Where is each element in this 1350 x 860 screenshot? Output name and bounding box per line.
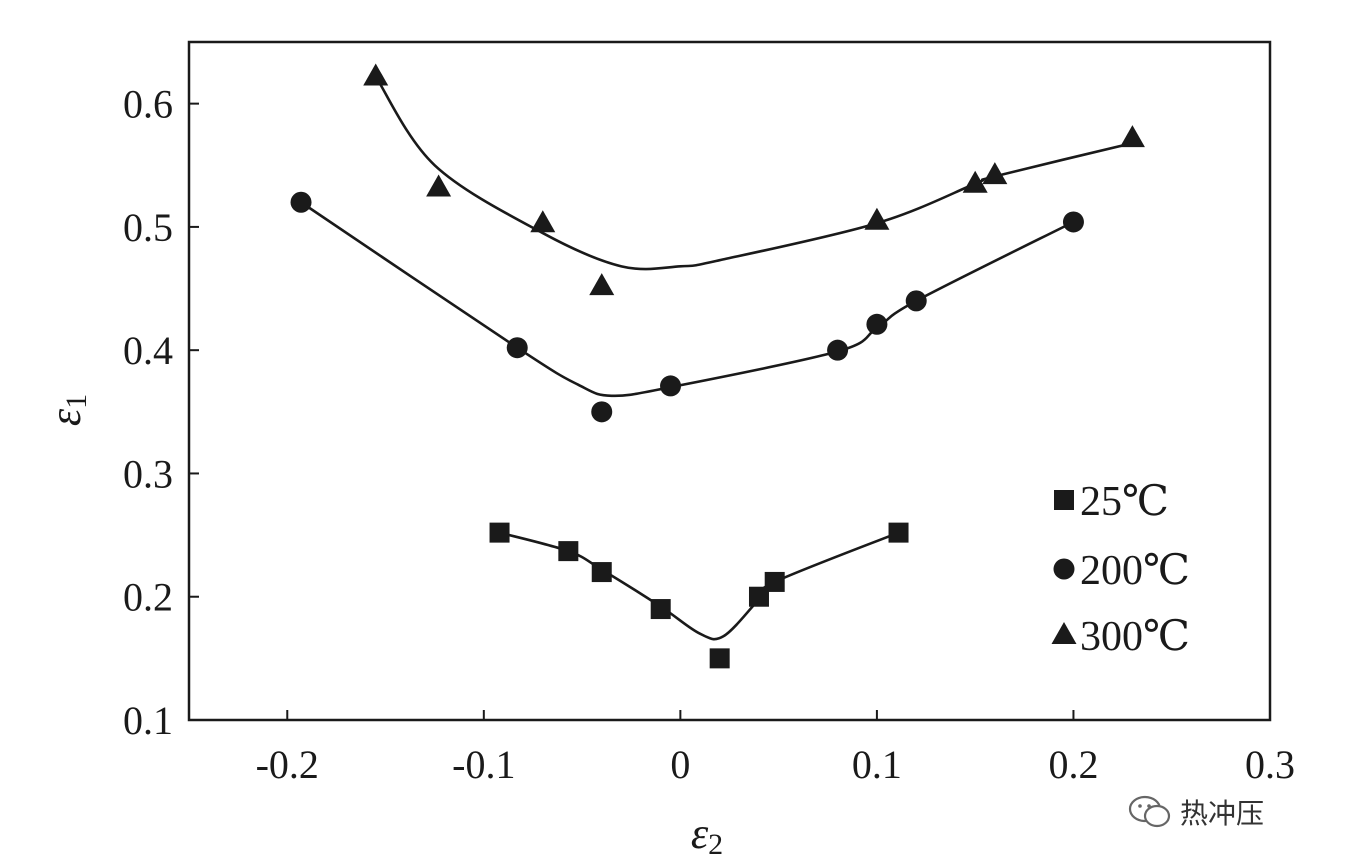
data-point-series-1	[748, 586, 769, 607]
y-tick-label: 0.5	[123, 205, 173, 250]
data-point-series-3	[363, 63, 389, 86]
data-point-series-2	[866, 313, 888, 335]
x-tick-label: 0.2	[1048, 742, 1098, 787]
data-point-series-3	[864, 207, 890, 230]
data-markers	[290, 63, 1145, 669]
y-tick-label: 0.2	[123, 575, 173, 620]
data-point-series-3	[426, 174, 452, 197]
y-tick-label: 0.4	[123, 328, 173, 373]
data-point-series-1	[709, 648, 730, 669]
data-point-series-1	[888, 522, 909, 543]
legend: 25℃ 200℃ 300℃	[1051, 479, 1190, 660]
fit-line-series-3	[374, 75, 1133, 271]
x-ticks: -0.2 -0.1 0 0.1 0.2 0.3	[256, 710, 1295, 787]
plot-frame	[187, 40, 1272, 722]
data-point-series-3	[962, 170, 988, 193]
data-point-series-3	[1119, 125, 1145, 148]
data-point-series-3	[589, 273, 615, 296]
data-point-series-2	[290, 191, 312, 213]
watermark: 热冲压	[1128, 792, 1264, 832]
x-axis-title: ε2	[691, 809, 723, 860]
legend-label-series-3: 300℃	[1080, 614, 1190, 660]
y-ticks: 0.1 0.2 0.3 0.4 0.5 0.6	[123, 82, 199, 743]
legend-marker-series-3	[1051, 622, 1077, 644]
data-point-series-1	[591, 562, 612, 583]
y-axis-title: ε1	[41, 394, 93, 426]
x-tick-label: 0.3	[1245, 742, 1295, 787]
x-tick-label: 0.1	[852, 742, 902, 787]
x-tick-label: -0.2	[256, 742, 319, 787]
legend-marker-series-1	[1054, 490, 1074, 510]
data-point-series-1	[558, 541, 579, 562]
data-point-series-3	[982, 162, 1008, 185]
legend-label-series-2: 200℃	[1080, 548, 1190, 594]
data-point-series-1	[764, 571, 785, 592]
data-point-series-3	[530, 210, 556, 233]
x-tick-label: 0	[670, 742, 690, 787]
fit-line-series-2	[300, 201, 1075, 398]
data-point-series-2	[827, 339, 849, 361]
wechat-icon	[1128, 795, 1171, 828]
data-point-series-2	[591, 401, 613, 423]
watermark-text: 热冲压	[1180, 797, 1265, 830]
legend-label-series-1: 25℃	[1080, 479, 1169, 525]
fit-lines	[300, 75, 1133, 641]
y-tick-label: 0.6	[123, 82, 173, 127]
data-point-series-2	[506, 337, 528, 359]
data-point-series-2	[905, 290, 927, 312]
data-point-series-2	[660, 375, 682, 397]
x-tick-label: -0.1	[452, 742, 515, 787]
y-tick-label: 0.3	[123, 451, 173, 496]
y-tick-label: 0.1	[123, 698, 173, 743]
data-point-series-2	[1062, 211, 1084, 233]
legend-marker-series-2	[1053, 558, 1075, 580]
data-point-series-1	[489, 522, 510, 543]
data-point-series-1	[650, 599, 671, 620]
